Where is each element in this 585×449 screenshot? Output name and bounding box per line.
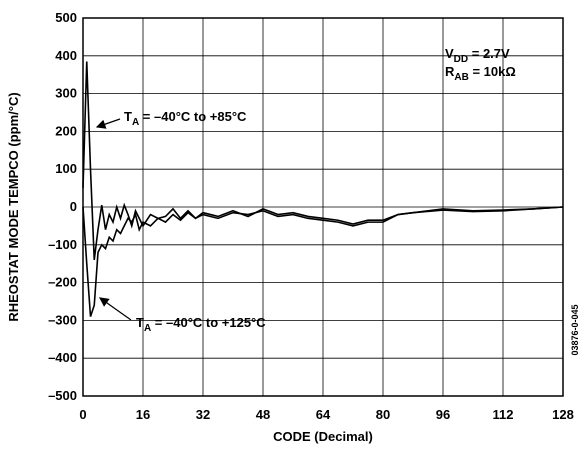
arrow [99,297,132,321]
x-axis-label: CODE (Decimal) [273,429,373,444]
y-tick-label: 100 [55,161,77,176]
y-tick-label: –100 [48,237,77,252]
annotation: TA = –40°C to +125°C [136,315,266,334]
x-tick-label: 48 [256,407,270,422]
y-tick-label: –400 [48,350,77,365]
x-tick-label: 128 [552,407,574,422]
y-tick-label: 300 [55,86,77,101]
y-tick-label: 400 [55,48,77,63]
x-tick-label: 64 [316,407,331,422]
x-tick-label: 112 [493,407,514,422]
y-axis-label: RHEOSTAT MODE TEMPCO (ppm/°C) [6,92,21,321]
data-line [82,61,564,261]
annotation: VDD = 2.7V [445,46,510,65]
y-tick-label: –500 [48,388,77,403]
y-tick-label: –300 [48,312,77,327]
x-tick-label: 32 [196,407,210,422]
figure-code: 03876-0-045 [570,304,580,355]
y-tick-label: 200 [55,123,77,138]
annotation: RAB = 10kΩ [445,64,516,83]
y-tick-label: –200 [48,275,77,290]
y-tick-label: 500 [55,10,77,25]
x-tick-label: 16 [136,407,150,422]
annotation: TA = –40°C to +85°C [124,109,247,128]
x-tick-label: 96 [436,407,450,422]
y-tick-label: 0 [70,199,77,214]
x-tick-label: 0 [79,407,86,422]
x-tick-label: 80 [376,407,390,422]
arrow [95,118,121,129]
data-line [82,206,564,317]
